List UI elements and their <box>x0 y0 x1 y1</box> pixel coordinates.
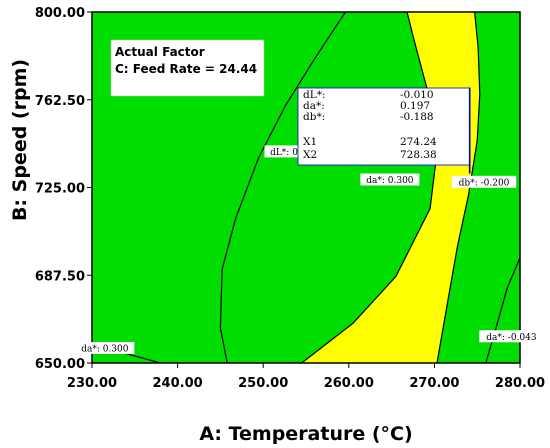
contour-label: da*: 0.300 <box>75 341 135 354</box>
contour-label: da*: -0.043 <box>479 330 544 343</box>
contour-label: db*: -0.200 <box>451 175 517 188</box>
contour-label: da*: 0.300 <box>360 173 420 186</box>
contour-label-bg <box>360 173 420 186</box>
contour-line <box>219 12 346 363</box>
readout-name: X2 <box>303 149 317 161</box>
y-axis-title: B: Speed (rpm) <box>9 59 31 221</box>
readout-value: -0.188 <box>400 111 434 123</box>
x-tick-label: 230.00 <box>67 376 117 391</box>
x-tick-label: 270.00 <box>409 376 459 391</box>
x-tick-label: 260.00 <box>324 376 374 391</box>
y-tick-label: 687.50 <box>35 269 85 284</box>
contour-label-text: da*: -0.043 <box>486 333 537 343</box>
contour-label-text: da*: 0.300 <box>366 176 414 186</box>
contour-line <box>301 12 438 363</box>
contour-line <box>485 257 520 363</box>
y-tick-label: 762.50 <box>35 94 85 109</box>
contour-label-bg <box>451 175 517 188</box>
readout-name: db*: <box>303 111 325 123</box>
y-tick-label: 725.00 <box>35 182 85 197</box>
readout-name: dL*: <box>303 89 325 101</box>
y-tick-label: 650.00 <box>35 357 85 372</box>
actual-factor-box: Actual Factor C: Feed Rate = 24.44 <box>110 39 265 97</box>
readout-value: -0.010 <box>400 89 434 101</box>
x-axis-title: A: Temperature (°C) <box>199 423 412 445</box>
contour-label-text: db*: -0.200 <box>459 178 510 188</box>
contour-line <box>436 12 481 363</box>
readout-value: 274.24 <box>400 136 437 148</box>
x-tick-label: 240.00 <box>153 376 203 391</box>
readout-box: dL*: -0.010 da*: 0.197 db*: -0.188 X1 274.24 X2 7… <box>297 87 471 166</box>
actual-factor-text: C: Feed Rate = 24.44 <box>115 62 257 76</box>
x-tick-label: 250.00 <box>238 376 288 391</box>
readout-name: da*: <box>303 100 325 112</box>
contour-label-bg <box>479 330 544 343</box>
actual-factor-title: Actual Factor <box>115 45 205 59</box>
readout-name: X1 <box>303 136 317 148</box>
x-tick-label: 280.00 <box>495 376 545 391</box>
contour-label-bg <box>75 341 135 354</box>
readout-value: 0.197 <box>400 100 430 112</box>
readout-value: 728.38 <box>400 149 437 161</box>
contour-label-text: da*: 0.300 <box>81 344 129 354</box>
contour-label-text: dL*: 0.300 <box>270 148 318 158</box>
y-tick-label: 800.00 <box>35 6 85 21</box>
